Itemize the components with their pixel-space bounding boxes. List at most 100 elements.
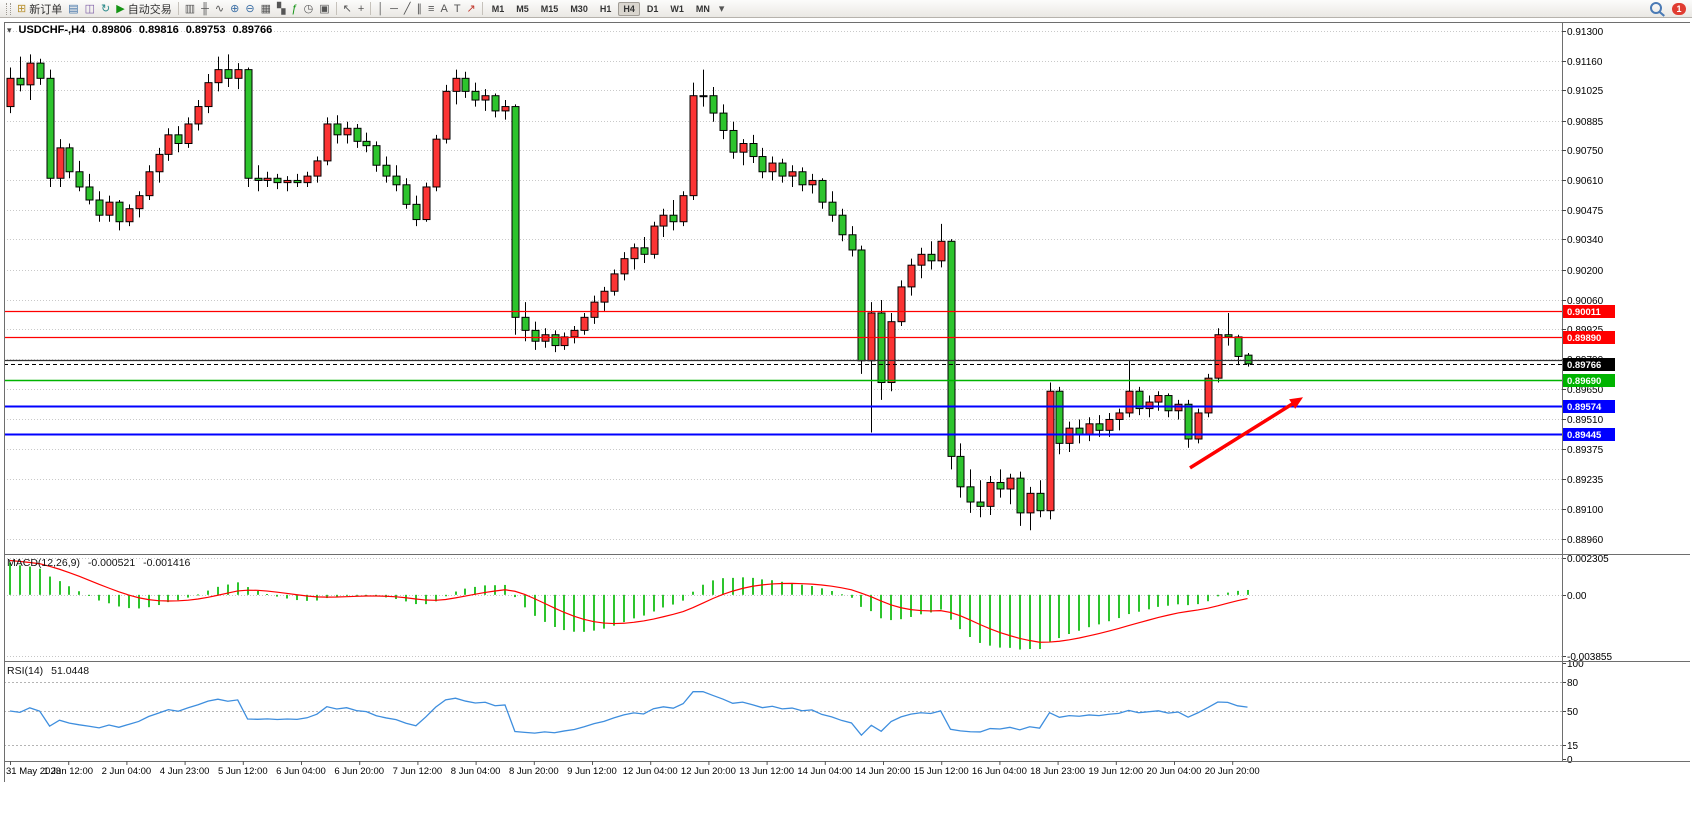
periods-clock-icon: ◷	[303, 2, 314, 15]
ohlc-high: 0.89816	[138, 24, 179, 36]
svg-text:4 Jun 23:00: 4 Jun 23:00	[160, 766, 210, 777]
timeframe-button-m30[interactable]: M30	[570, 3, 588, 14]
macd-panel: 0.002305 0.00 -0.003855	[4, 554, 1612, 663]
timeframe-button-m5[interactable]: M5	[516, 3, 529, 14]
toolbar-separator	[370, 2, 372, 15]
timeframe-button-m15[interactable]: M15	[540, 3, 559, 14]
timeframe-button-mn[interactable]: MN	[695, 3, 710, 14]
svg-text:50: 50	[1567, 707, 1579, 718]
notification-badge: 1	[1672, 2, 1686, 15]
new-order-button[interactable]: ⊞ 新订单	[14, 1, 65, 17]
svg-text:13 Jun 12:00: 13 Jun 12:00	[739, 766, 794, 777]
svg-text:0.90750: 0.90750	[1567, 146, 1604, 157]
svg-text:0.90200: 0.90200	[1567, 266, 1604, 277]
rsi-name: RSI(14)	[7, 665, 44, 677]
macd-indicator-label: MACD(12,26,9) -0.000521 -0.001416	[7, 557, 190, 569]
templates-button[interactable]: ▣	[316, 1, 332, 17]
indicators-icon: ƒ	[291, 2, 298, 15]
svg-text:100: 100	[1567, 659, 1584, 670]
arrows-icon: ↗	[466, 2, 476, 15]
svg-text:0.89510: 0.89510	[1567, 415, 1604, 426]
toolbar-separator	[335, 2, 337, 15]
svg-text:20 Jun 20:00: 20 Jun 20:00	[1205, 766, 1260, 777]
periods-button[interactable]: ◷	[301, 1, 317, 17]
cursor-tool-button[interactable]: ↖	[340, 1, 355, 17]
zoom-out-button[interactable]: ⊖	[242, 1, 257, 17]
symbol-period-label: USDCHF-,H4	[18, 24, 86, 36]
svg-text:31 May 2023: 31 May 2023	[6, 766, 61, 777]
candles-layer	[6, 54, 1253, 531]
toolbar-separator	[177, 2, 179, 15]
macd-main-value: -0.000521	[87, 557, 136, 569]
new-order-label: 新订单	[29, 3, 63, 16]
timeframe-button-w1[interactable]: W1	[670, 3, 684, 14]
crosshair-icon: +	[357, 2, 365, 15]
price-axis[interactable]: 0.91300 0.91160 0.91025 0.90885 0.90750 0.906…	[1562, 27, 1615, 546]
bar-chart-mode-button[interactable]: ▥	[182, 1, 198, 17]
text-icon: A	[440, 2, 448, 15]
svg-text:0.89100: 0.89100	[1567, 505, 1604, 516]
svg-text:19 Jun 12:00: 19 Jun 12:00	[1088, 766, 1143, 777]
zoom-in-button[interactable]: ⊕	[227, 1, 242, 17]
tile-windows-button[interactable]: ▦	[258, 1, 274, 17]
indicators-button[interactable]: ƒ	[288, 1, 300, 17]
crosshair-tool-button[interactable]: +	[355, 1, 367, 17]
candlestick-icon: ╫	[201, 2, 209, 15]
text-label-tool-button[interactable]: T	[451, 1, 464, 17]
svg-text:0.90475: 0.90475	[1567, 206, 1604, 217]
auto-arrange-icon: ▚	[276, 2, 286, 15]
timeframe-button-m1[interactable]: M1	[491, 3, 505, 14]
data-window-button[interactable]: ◫	[82, 1, 98, 17]
fibonacci-tool-button[interactable]: ≡	[425, 1, 437, 17]
toolbar-overflow-button[interactable]: ▾	[716, 1, 728, 17]
ohlc-low: 0.89753	[185, 24, 226, 36]
svg-text:0.88960: 0.88960	[1567, 535, 1604, 546]
channel-icon: ∥	[416, 2, 423, 15]
ohlc-open: 0.89806	[92, 24, 132, 36]
auto-arrange-button[interactable]: ▚	[274, 1, 288, 17]
svg-text:0.89650: 0.89650	[1567, 385, 1604, 396]
svg-text:0.90340: 0.90340	[1567, 235, 1604, 246]
svg-text:8 Jun 04:00: 8 Jun 04:00	[451, 766, 501, 777]
candlestick-mode-button[interactable]: ╫	[198, 1, 212, 17]
notifications-button[interactable]: 1	[1669, 1, 1689, 17]
horizontal-line-icon: ─	[390, 2, 398, 15]
horizontal-line-tool-button[interactable]: ─	[387, 1, 401, 17]
arrows-tool-button[interactable]: ↗	[464, 1, 479, 17]
collapse-chart-icon[interactable]: ▾	[7, 24, 12, 35]
svg-text:0.89574: 0.89574	[1567, 402, 1602, 413]
search-icon	[1650, 1, 1662, 14]
horizontal-lines-layer[interactable]	[4, 310, 1562, 436]
autotrading-button[interactable]: ▶ 自动交易	[113, 1, 174, 17]
line-chart-mode-button[interactable]: ∿	[212, 1, 227, 17]
tile-windows-icon: ▦	[260, 2, 271, 15]
search-button[interactable]	[1647, 1, 1669, 17]
svg-text:0.00: 0.00	[1567, 591, 1587, 602]
timeframe-button-h4[interactable]: H4	[618, 1, 640, 16]
line-chart-icon: ∿	[214, 2, 225, 15]
trend-arrow-annotation[interactable]	[1189, 397, 1303, 470]
trendline-tool-button[interactable]: ╱	[401, 1, 414, 17]
svg-text:0: 0	[1567, 755, 1573, 766]
timeframe-button-d1[interactable]: D1	[646, 3, 659, 14]
channel-tool-button[interactable]: ∥	[414, 1, 426, 17]
svg-text:0.90060: 0.90060	[1567, 296, 1604, 307]
svg-text:7 Jun 12:00: 7 Jun 12:00	[393, 766, 443, 777]
svg-text:8 Jun 20:00: 8 Jun 20:00	[509, 766, 559, 777]
text-label-icon: T	[453, 2, 461, 15]
timeframe-button-h1[interactable]: H1	[599, 3, 612, 14]
vertical-line-tool-button[interactable]: │	[374, 1, 387, 17]
fibonacci-icon: ≡	[428, 2, 435, 15]
text-tool-button[interactable]: A	[437, 1, 450, 17]
svg-text:0.91160: 0.91160	[1567, 57, 1603, 68]
toolbar-grip[interactable]	[6, 2, 11, 15]
svg-text:0.002305: 0.002305	[1567, 554, 1609, 565]
chevron-down-icon: ▾	[718, 2, 725, 15]
market-watch-button[interactable]: ▤	[65, 1, 81, 17]
svg-text:0.89766: 0.89766	[1567, 360, 1601, 371]
svg-text:0.89375: 0.89375	[1567, 445, 1604, 456]
refresh-button[interactable]: ↻	[98, 1, 113, 17]
svg-text:0.89925: 0.89925	[1567, 325, 1604, 336]
